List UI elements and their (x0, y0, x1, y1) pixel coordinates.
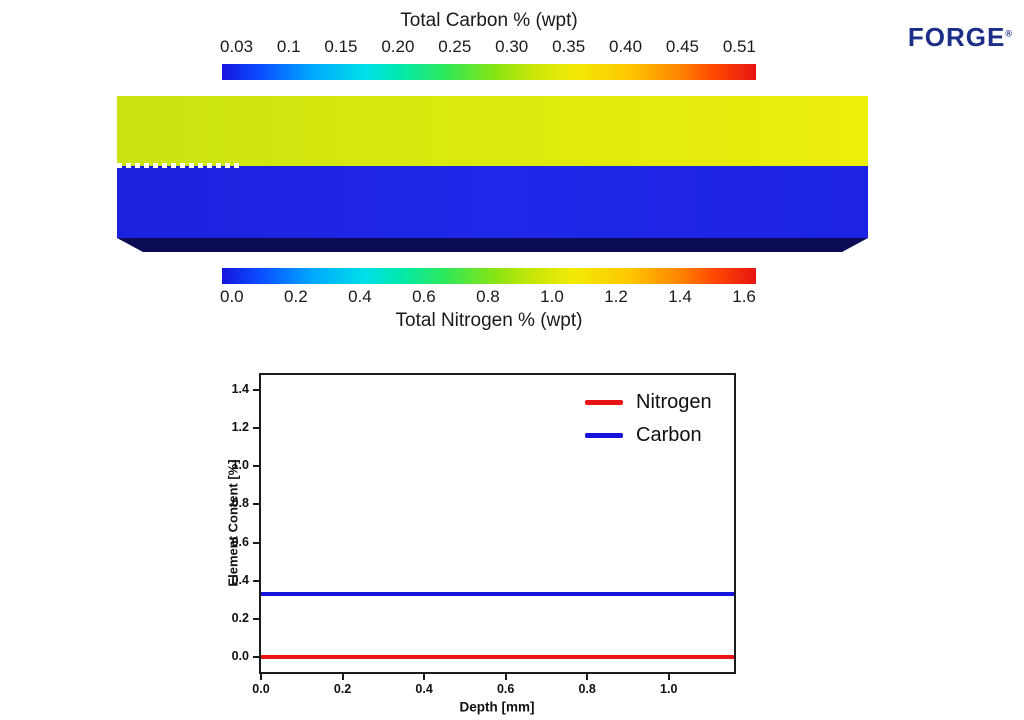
colorbar-tick-label: 0.25 (438, 37, 472, 56)
nitrogen-colorbar-ticks: 0.0 0.2 0.4 0.6 0.8 1.0 1.2 1.4 1.6 (220, 287, 756, 307)
carbon-colorbar-title: Total Carbon % (wpt) (400, 10, 578, 31)
x-tick-label: 0.4 (415, 682, 433, 696)
colorbar-tick-label: 1.0 (540, 287, 564, 306)
x-tick-mark (586, 674, 589, 680)
colorbar-tick-label: 0.1 (276, 37, 301, 56)
y-tick-mark (253, 503, 259, 506)
y-tick-label: 0.2 (231, 610, 249, 625)
x-tick-mark (504, 674, 507, 680)
forge-logo-text: FORGE (907, 22, 1006, 52)
colorbar-tick-label: 0.15 (324, 37, 358, 56)
colorbar-tick-label: 0.6 (412, 287, 436, 306)
x-tick-mark (667, 674, 670, 680)
colorbar-tick-label: 1.6 (732, 287, 756, 306)
y-axis-label: Element Content [%] (225, 459, 241, 587)
x-tick-mark (341, 674, 344, 680)
carbon-legend-label: Carbon (636, 424, 702, 446)
colorbar-tick-label: 0.03 (220, 37, 254, 56)
colorbar-tick-label: 0.2 (284, 287, 308, 306)
y-tick-label: 1.2 (231, 420, 249, 435)
carbon-colorbar-gradient (222, 64, 756, 80)
colorbar-tick-label: 0.4 (348, 287, 372, 306)
x-tick-label: 0.0 (252, 682, 270, 696)
nitrogen-colorbar-title: Total Nitrogen % (wpt) (395, 310, 583, 331)
carbon-colorbar-ticks: 0.03 0.1 0.15 0.20 0.25 0.30 0.35 0.40 0.45 0.51 (220, 37, 756, 57)
legend-row-nitrogen: Nitrogen (585, 391, 712, 414)
x-tick-label: 0.6 (496, 682, 515, 696)
y-tick-label: 1.0 (231, 458, 249, 473)
x-tick-label: 1.0 (660, 682, 678, 696)
y-tick-mark (253, 617, 259, 620)
y-tick-mark (253, 541, 259, 544)
colorbar-tick-label: 1.2 (604, 287, 628, 306)
registered-mark-icon: ® (1005, 28, 1013, 39)
colorbar-tick-label: 0.45 (665, 37, 700, 56)
x-tick-mark (423, 674, 426, 680)
nitrogen-legend-label: Nitrogen (636, 391, 712, 413)
y-tick-label: 1.4 (231, 382, 249, 397)
y-tick-mark (253, 465, 259, 468)
y-tick-mark (253, 655, 259, 658)
colorbar-tick-label: 0.40 (609, 37, 643, 56)
y-tick-label: 0.0 (231, 648, 249, 663)
colorbar-tick-label: 1.4 (668, 287, 692, 306)
specimen-bottom-layer (117, 166, 868, 238)
x-tick-label: 0.2 (333, 682, 352, 696)
y-tick-mark (253, 579, 259, 582)
nitrogen-data-line (261, 654, 734, 659)
nitrogen-line-swatch (585, 400, 623, 405)
colorbar-tick-label: 0.8 (476, 287, 500, 306)
y-tick-mark (253, 427, 259, 430)
colorbar-tick-label: 0.35 (552, 37, 586, 56)
carbon-data-line (261, 591, 734, 596)
x-axis-label: Depth [mm] (459, 699, 535, 715)
case-depth-dotted-marker (117, 163, 240, 168)
y-tick-label: 0.4 (231, 572, 249, 587)
legend-row-carbon: Carbon (585, 424, 712, 447)
x-tick-label: 0.8 (578, 682, 596, 696)
colorbar-tick-label: 0.51 (722, 37, 756, 56)
x-tick-mark (260, 674, 262, 680)
y-tick-label: 0.8 (231, 496, 249, 511)
colorbar-tick-label: 0.0 (220, 287, 244, 306)
chart-legend: Nitrogen Carbon (585, 391, 712, 457)
carbon-line-swatch (585, 433, 623, 438)
y-tick-mark (253, 389, 259, 392)
y-tick-label: 0.6 (231, 534, 249, 549)
colorbar-tick-label: 0.30 (495, 37, 529, 56)
colorbar-tick-label: 0.20 (381, 37, 415, 56)
specimen-bottom-face (117, 238, 868, 252)
nitrogen-colorbar-gradient (222, 268, 756, 284)
specimen-top-layer (117, 96, 868, 166)
plot-area (259, 373, 736, 674)
specimen-3d-view (117, 96, 868, 253)
forge-logo: FORGE® (908, 22, 1013, 53)
